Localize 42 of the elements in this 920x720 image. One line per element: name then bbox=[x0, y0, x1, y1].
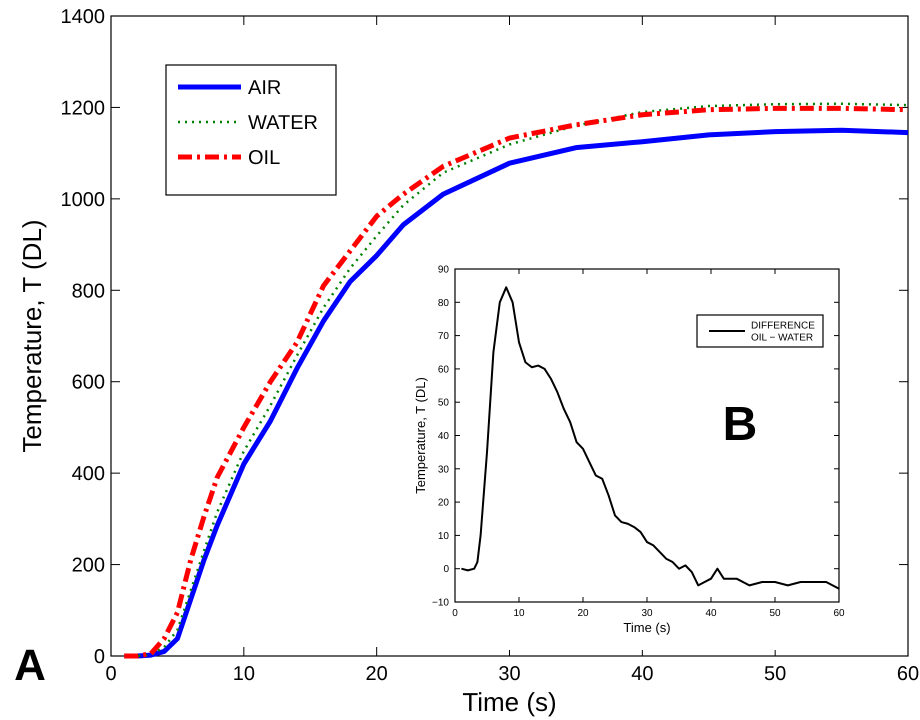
x-tick-label: 30 bbox=[498, 663, 521, 685]
x-tick-label: 30 bbox=[641, 608, 653, 619]
text: A bbox=[14, 641, 46, 690]
y-tick-label: −10 bbox=[432, 598, 450, 608]
y-axis-title: Temperature, T (DL) bbox=[17, 219, 47, 453]
y-tick-label: 0 bbox=[443, 564, 450, 576]
x-tick-label: 50 bbox=[769, 608, 781, 619]
x-tick-label: 20 bbox=[577, 608, 589, 619]
legend-label: OIL bbox=[248, 147, 280, 169]
y-tick-label: 1000 bbox=[60, 188, 105, 211]
y-tick-label: 10 bbox=[438, 530, 450, 542]
x-tick-label: 20 bbox=[366, 663, 388, 685]
x-tick-label: 60 bbox=[833, 608, 845, 619]
y-tick-label: 600 bbox=[72, 372, 105, 394]
x-axis-title: Time (s) bbox=[462, 687, 557, 717]
x-tick-label: 50 bbox=[764, 663, 786, 685]
y-axis-title: Temperature, T (DL) bbox=[413, 377, 428, 494]
x-tick-label: 40 bbox=[705, 608, 717, 619]
x-axis-title: Time (s) bbox=[623, 620, 671, 635]
legend-label: DIFFERENCE OIL − WATER bbox=[751, 320, 816, 344]
x-tick-label: 10 bbox=[513, 608, 525, 619]
y-tick-label: 20 bbox=[438, 498, 450, 509]
y-tick-label: 50 bbox=[438, 398, 450, 409]
y-tick-label: 200 bbox=[72, 554, 105, 577]
y-tick-label: 0 bbox=[94, 646, 105, 668]
annotation: B bbox=[722, 398, 758, 451]
y-tick-label: 1200 bbox=[60, 97, 105, 120]
x-tick-label: 0 bbox=[452, 608, 458, 619]
y-tick-label: 70 bbox=[438, 331, 450, 342]
y-tick-label: 60 bbox=[438, 364, 450, 376]
y-tick-label: 90 bbox=[438, 264, 450, 276]
y-tick-label: 400 bbox=[72, 463, 105, 486]
y-tick-label: 40 bbox=[438, 431, 450, 442]
x-tick-label: 40 bbox=[631, 663, 654, 685]
legend-label: WATER bbox=[248, 112, 318, 134]
y-tick-label: 80 bbox=[438, 298, 450, 309]
legend-label: AIR bbox=[248, 77, 282, 99]
x-tick-label: 60 bbox=[896, 663, 920, 685]
y-tick-label: 30 bbox=[438, 464, 450, 476]
x-tick-label: 10 bbox=[232, 663, 255, 685]
y-tick-label: 1400 bbox=[60, 6, 105, 28]
y-tick-label: 800 bbox=[72, 280, 105, 302]
